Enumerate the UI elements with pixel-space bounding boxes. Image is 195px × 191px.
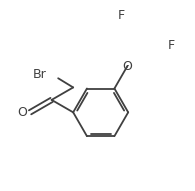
Text: Br: Br (33, 69, 46, 82)
Text: F: F (168, 39, 175, 52)
Text: O: O (122, 60, 132, 74)
Text: F: F (118, 9, 125, 22)
Text: O: O (17, 106, 27, 119)
